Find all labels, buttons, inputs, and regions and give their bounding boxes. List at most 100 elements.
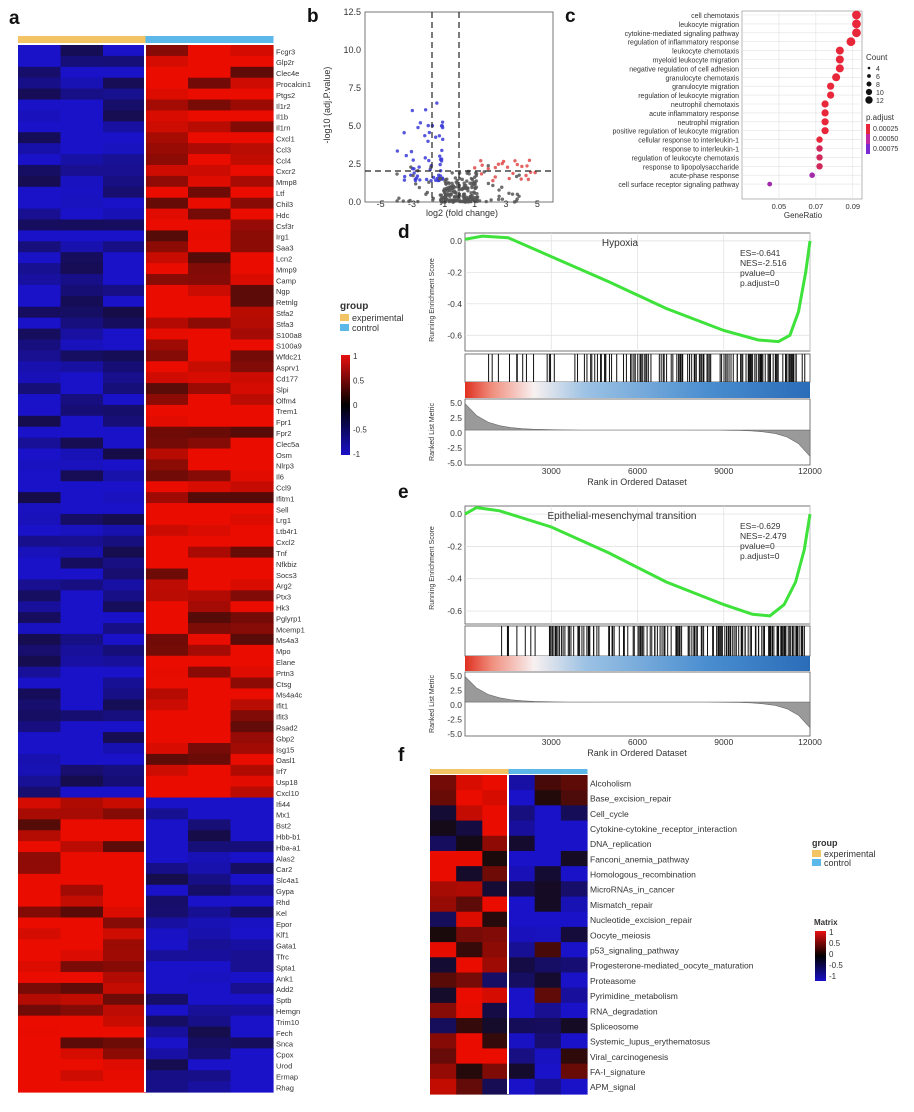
d-ytick: 0.0 xyxy=(450,236,462,246)
volcano-b-point xyxy=(438,174,443,178)
heatmap-a-cell xyxy=(18,623,62,635)
heatmap-a-cell xyxy=(145,1048,189,1060)
e-stat: pvalue=0 xyxy=(740,541,775,551)
heatmap-a-cell xyxy=(188,721,232,733)
volcano-b-xtick: -5 xyxy=(377,199,385,209)
heatmap-a-cell xyxy=(230,546,274,559)
panel-label-d: d xyxy=(398,222,410,243)
heatmap-f-legend-title: group xyxy=(812,838,838,848)
volcano-b-xlabel: log2 (fold change) xyxy=(426,208,498,218)
heatmap-f-group-cell xyxy=(534,769,562,774)
heatmap-a-cell xyxy=(60,972,104,984)
heatmap-a-cell xyxy=(188,546,232,559)
heatmap-f-cell xyxy=(534,881,562,898)
volcano-b-point xyxy=(418,121,423,125)
heatmap-a-gene-label: S100a8 xyxy=(276,331,302,340)
heatmap-f-cell xyxy=(482,987,510,1004)
heatmap-a-cell xyxy=(145,197,189,210)
volcano-b-point xyxy=(486,166,490,171)
volcano-b-point xyxy=(443,199,448,204)
volcano-b-point xyxy=(412,167,416,171)
heatmap-a-cell xyxy=(103,939,147,951)
heatmap-f-group-cell xyxy=(560,769,588,774)
heatmap-a-cell xyxy=(60,1059,104,1071)
heatmap-f-row-label: Viral_carcinogenesis xyxy=(590,1052,668,1062)
heatmap-f-cell xyxy=(508,1063,536,1080)
heatmap-a-cell xyxy=(145,524,189,537)
volcano-b-point xyxy=(438,176,442,181)
heatmap-a-cell xyxy=(60,175,104,188)
heatmap-a-cell xyxy=(103,459,147,471)
heatmap-a-gene-label: Cd177 xyxy=(276,374,298,383)
heatmap-f-cell xyxy=(560,957,588,974)
heatmap-a-cell xyxy=(60,884,104,897)
heatmap-a-cell xyxy=(60,982,104,995)
heatmap-a-cell xyxy=(230,590,274,602)
volcano-b-point xyxy=(511,171,515,176)
heatmap-a-cell xyxy=(18,524,62,537)
e-ytick: -0.2 xyxy=(447,541,462,551)
heatmap-f-cell xyxy=(508,881,536,898)
volcano-b-point xyxy=(515,197,519,201)
heatmap-a-cell xyxy=(188,1004,232,1017)
heatmap-a-cell xyxy=(18,884,62,897)
heatmap-a-cell xyxy=(103,154,147,166)
heatmap-a-cells xyxy=(18,45,274,1093)
heatmap-a-cell xyxy=(145,143,189,155)
volcano-b-point xyxy=(465,179,469,183)
volcano-b-point xyxy=(479,172,484,176)
volcano-b-point xyxy=(500,161,504,166)
heatmap-a-cell xyxy=(145,121,189,133)
heatmap-a-cell xyxy=(230,284,274,297)
heatmap-a-gene-label: Mmp8 xyxy=(276,178,297,187)
heatmap-a-cell xyxy=(18,143,62,155)
heatmap-a-cell xyxy=(230,852,274,864)
heatmap-a-gene-label: Il1r2 xyxy=(276,102,291,111)
heatmap-a-cell xyxy=(145,535,189,548)
heatmap-a-cell xyxy=(188,1048,232,1060)
heatmap-a-cell xyxy=(145,350,189,362)
heatmap-f-cell xyxy=(430,1033,457,1050)
heatmap-f-cell xyxy=(482,805,510,822)
heatmap-a-cell xyxy=(145,982,189,995)
gsea-d-rank-colorbar xyxy=(465,382,810,398)
heatmap-a-cell xyxy=(60,852,104,864)
e-ytick: -0.6 xyxy=(447,606,462,616)
heatmap-a-gene-label: Nlrp3 xyxy=(276,462,294,471)
heatmap-a-gene-label: Fcgr3 xyxy=(276,47,295,56)
heatmap-a-cell xyxy=(103,993,147,1006)
heatmap-f-row-label: RNA_degradation xyxy=(590,1006,658,1016)
heatmap-a-cell xyxy=(18,1037,62,1049)
heatmap-f-cell xyxy=(482,1048,510,1065)
volcano-b-point xyxy=(505,165,510,169)
heatmap-a-cell xyxy=(103,535,147,548)
heatmap-f-cell xyxy=(456,926,483,943)
volcano-b-point xyxy=(435,101,439,105)
heatmap-f-cell xyxy=(482,942,510,958)
gsea-e-xlabel: Rank in Ordered Dataset xyxy=(587,748,687,758)
heatmap-f-colorbar-title: Matrix xyxy=(814,918,838,927)
heatmap-a-gene-label: Cxcl2 xyxy=(276,538,295,547)
heatmap-a-cell xyxy=(60,775,104,788)
heatmap-a-cell xyxy=(60,666,104,679)
heatmap-a-cell xyxy=(230,666,274,679)
heatmap-f-row-label: Progesterone-mediated_oocyte_maturation xyxy=(590,961,754,971)
heatmap-a-cell xyxy=(230,928,274,940)
heatmap-a-gene-label: Ccl9 xyxy=(276,484,291,493)
volcano-b-point xyxy=(491,183,495,188)
heatmap-a-cell xyxy=(103,186,147,199)
heatmap-a-cell xyxy=(18,99,62,112)
heatmap-a-gene-label: Ifitm1 xyxy=(276,494,294,503)
volcano-b-point xyxy=(395,172,399,176)
heatmap-a-group-cell xyxy=(18,36,61,43)
heatmap-a-cell xyxy=(60,939,104,951)
e-metric-tick: 2.5 xyxy=(450,686,462,696)
volcano-b-point xyxy=(417,185,422,190)
heatmap-f-cell xyxy=(456,911,483,928)
heatmap-a-cell xyxy=(145,186,189,199)
heatmap-a-gene-label: Hk3 xyxy=(276,603,289,612)
heatmap-f-row-label: Fanconi_anemia_pathway xyxy=(590,854,690,864)
heatmap-a-cell xyxy=(103,633,147,646)
heatmap-a-cell xyxy=(145,721,189,733)
heatmap-a-cell xyxy=(188,917,232,930)
